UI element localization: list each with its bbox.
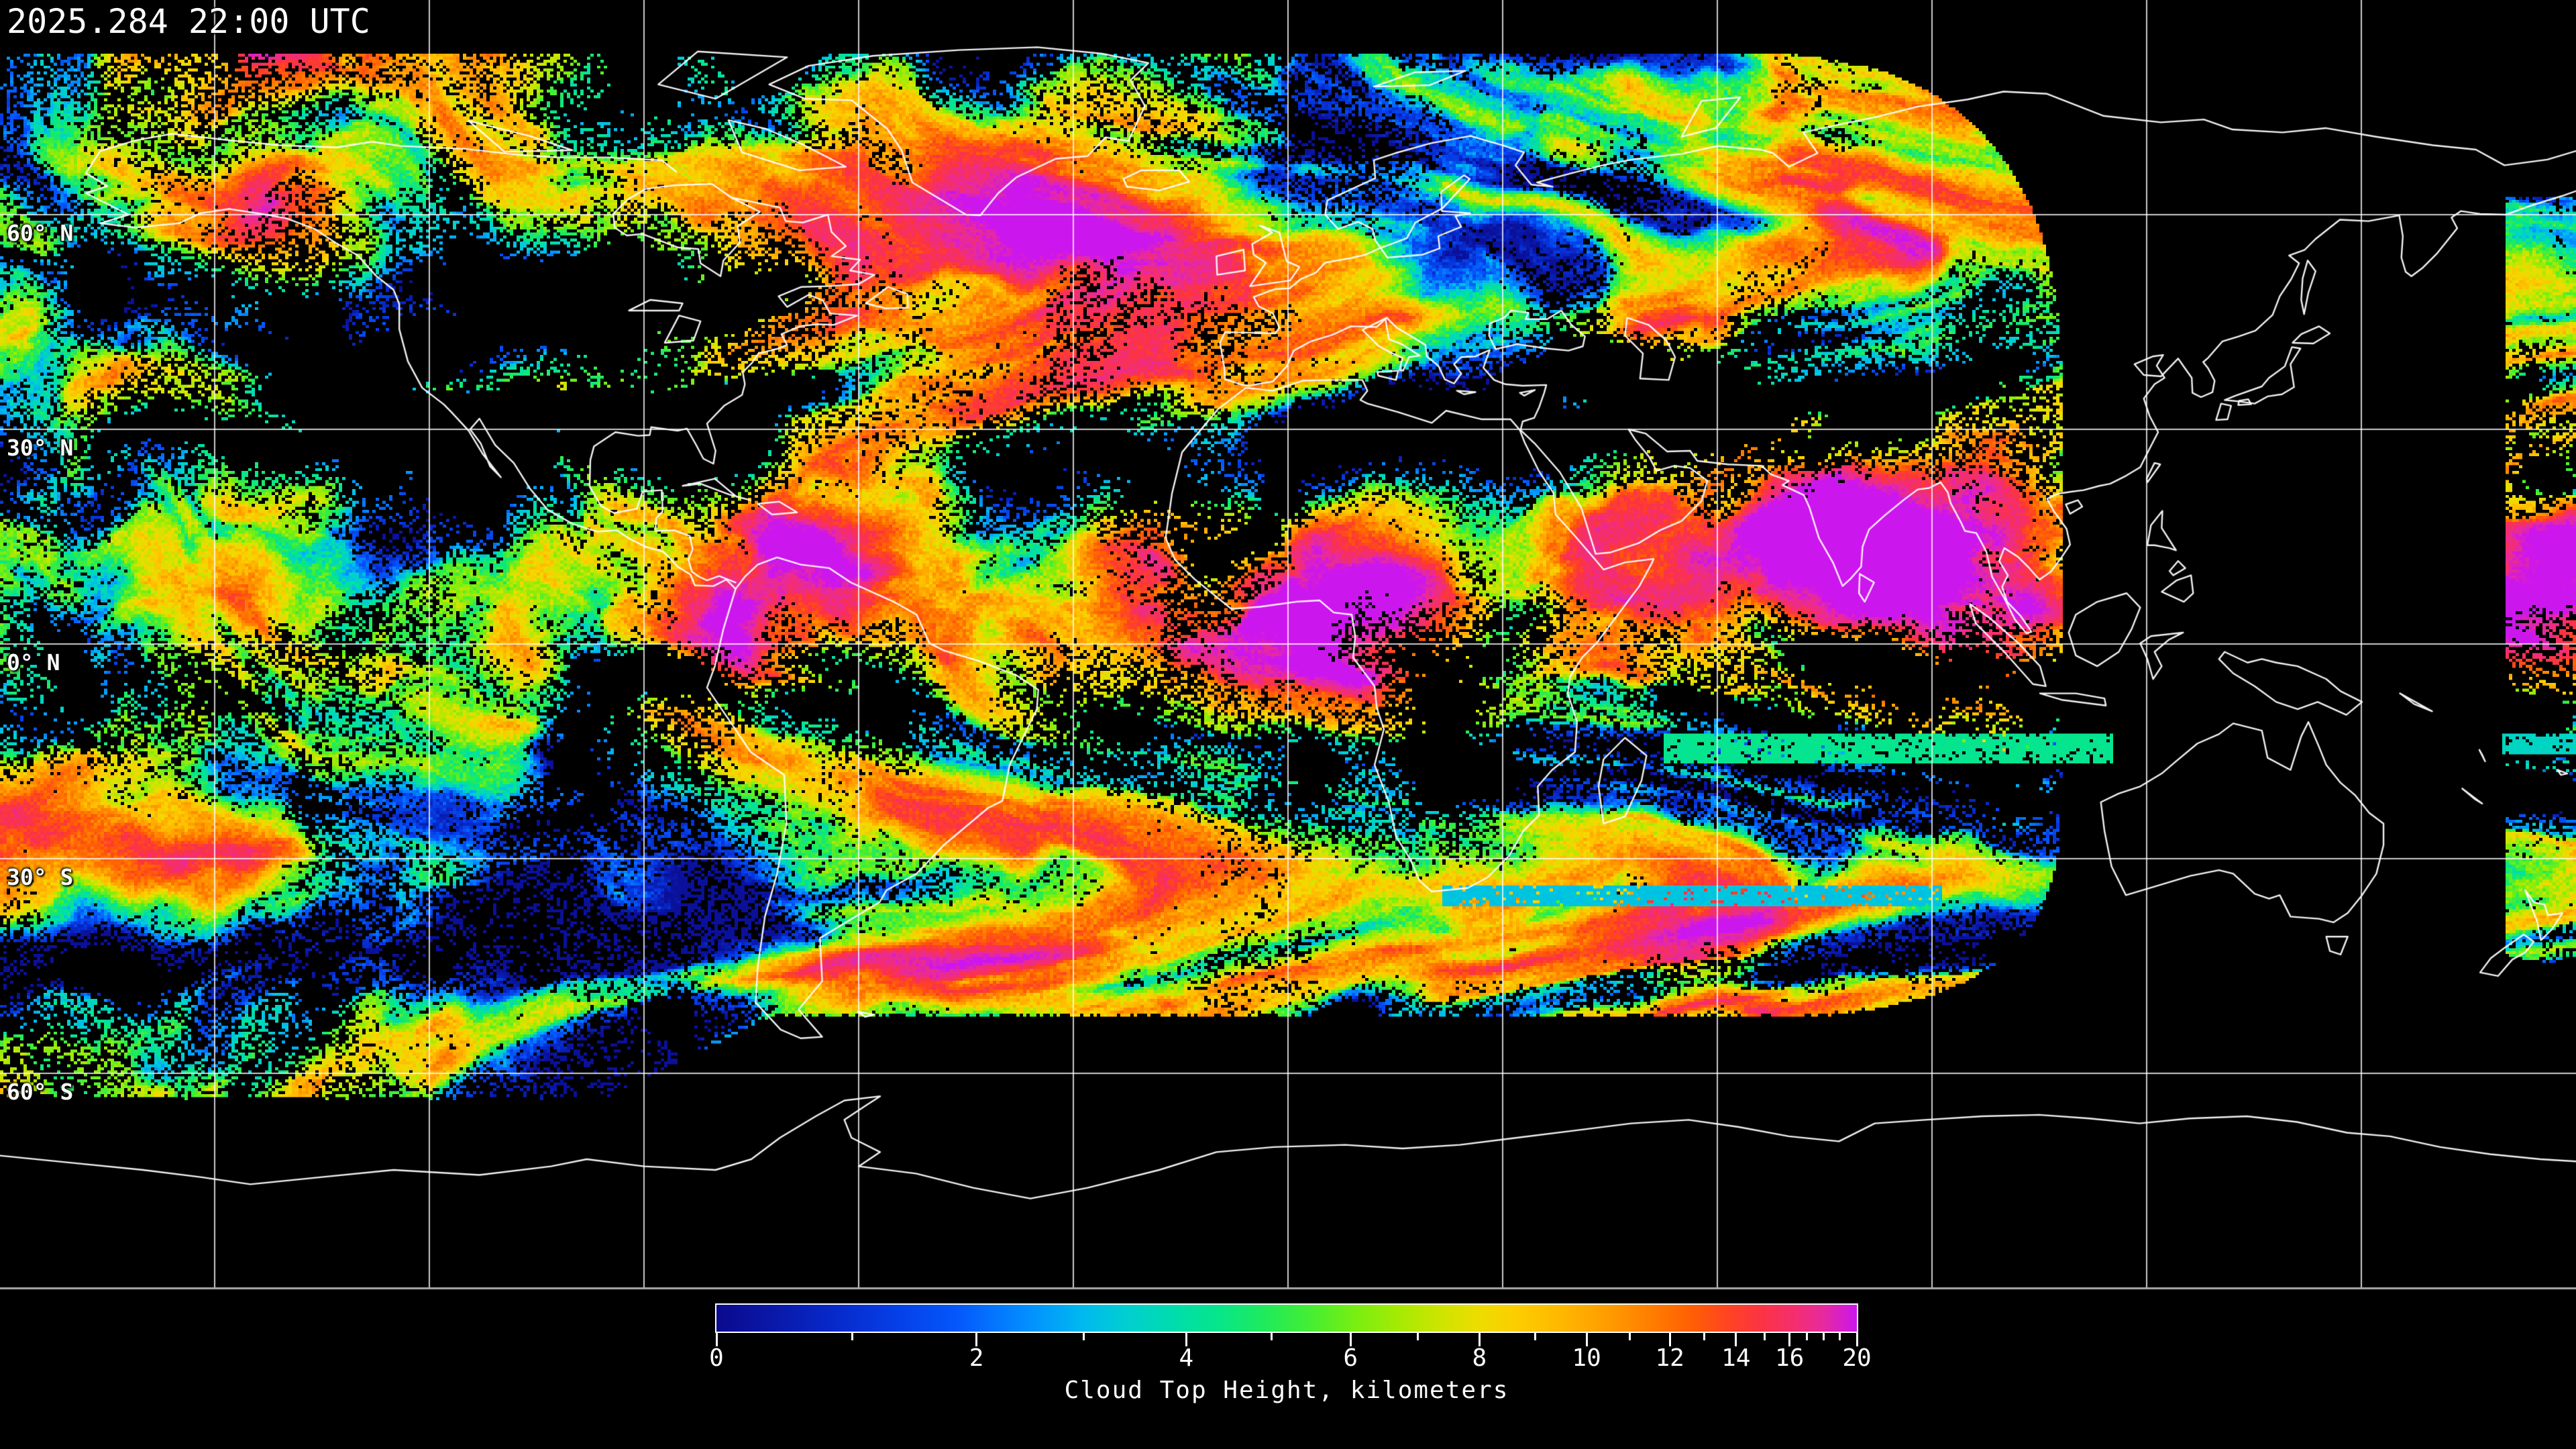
latitude-label-60: 60° N [7,220,74,246]
timestamp-label: 2025.284 22:00 UTC [7,2,370,41]
latitude-label-0: 0° N [7,649,60,676]
latitude-label-s30: 30° S [7,864,74,890]
latitude-label-30: 30° N [7,435,74,461]
latitude-label-s60: 60° S [7,1079,74,1105]
